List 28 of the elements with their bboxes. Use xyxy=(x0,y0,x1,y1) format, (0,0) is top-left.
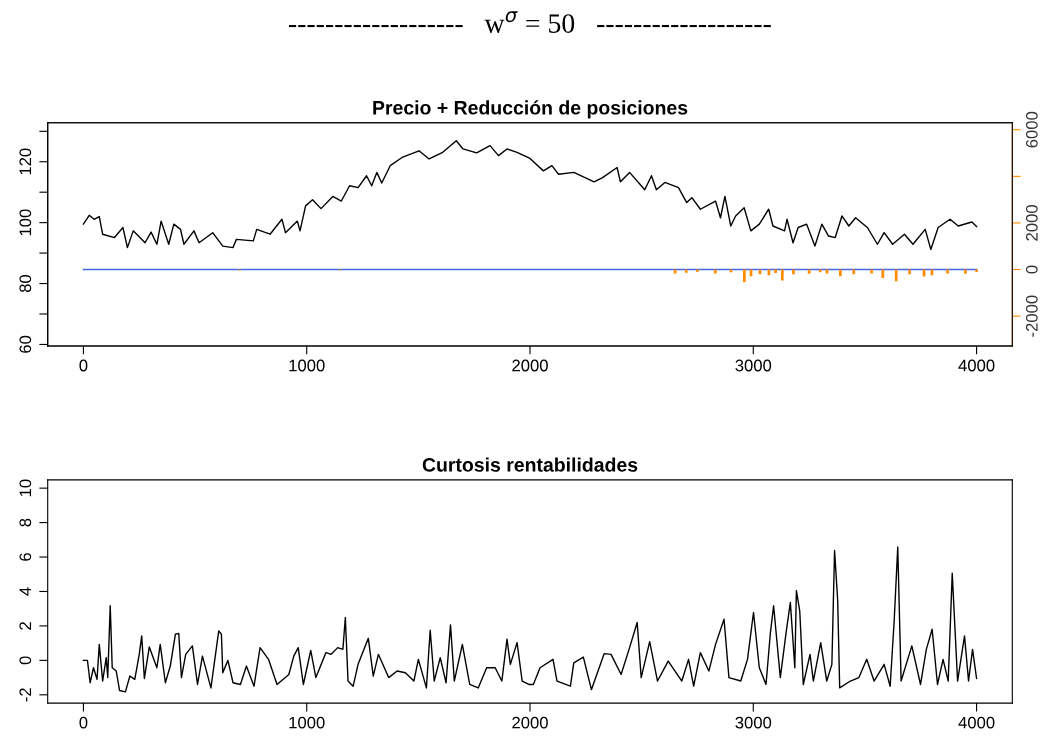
y-tick-label: -2 xyxy=(19,688,32,702)
y2-tick-label: 6000 xyxy=(1025,111,1038,148)
y2-tick-label: 0 xyxy=(1025,265,1038,274)
y-tick-label: 4 xyxy=(19,587,32,596)
chart-title: Curtosis rentabilidades xyxy=(422,457,638,472)
x-tick-label: 0 xyxy=(79,359,88,372)
x-tick-label: 2000 xyxy=(512,359,548,372)
x-tick-label: 0 xyxy=(79,716,88,729)
y2-tick-label: -2000 xyxy=(1025,295,1038,337)
y-tick-label: 0 xyxy=(19,656,32,665)
x-tick-label: 3000 xyxy=(735,716,772,729)
x-tick-label: 3000 xyxy=(735,359,772,372)
x-tick-label: 1000 xyxy=(289,716,325,729)
x-tick-label: 4000 xyxy=(958,716,995,729)
y-tick-label: 80 xyxy=(19,274,32,293)
y-tick-label: 60 xyxy=(19,335,32,353)
x-tick-label: 1000 xyxy=(289,359,325,372)
text: ------------------- w$^{σ}$ = 50 ------------------- xyxy=(288,11,771,33)
y-tick-label: 10 xyxy=(19,479,32,497)
y-tick-label: 2 xyxy=(19,622,32,630)
x-tick-label: 4000 xyxy=(958,359,995,372)
y-tick-label: 120 xyxy=(19,148,32,175)
y-tick-label: 100 xyxy=(19,209,32,236)
y-tick-label: 6 xyxy=(19,553,32,561)
y-tick-label: 8 xyxy=(19,518,32,527)
chart-title: Precio + Reducción de posiciones xyxy=(373,100,688,119)
x-tick-label: 2000 xyxy=(512,716,548,729)
y2-tick-label: 2000 xyxy=(1025,205,1038,241)
